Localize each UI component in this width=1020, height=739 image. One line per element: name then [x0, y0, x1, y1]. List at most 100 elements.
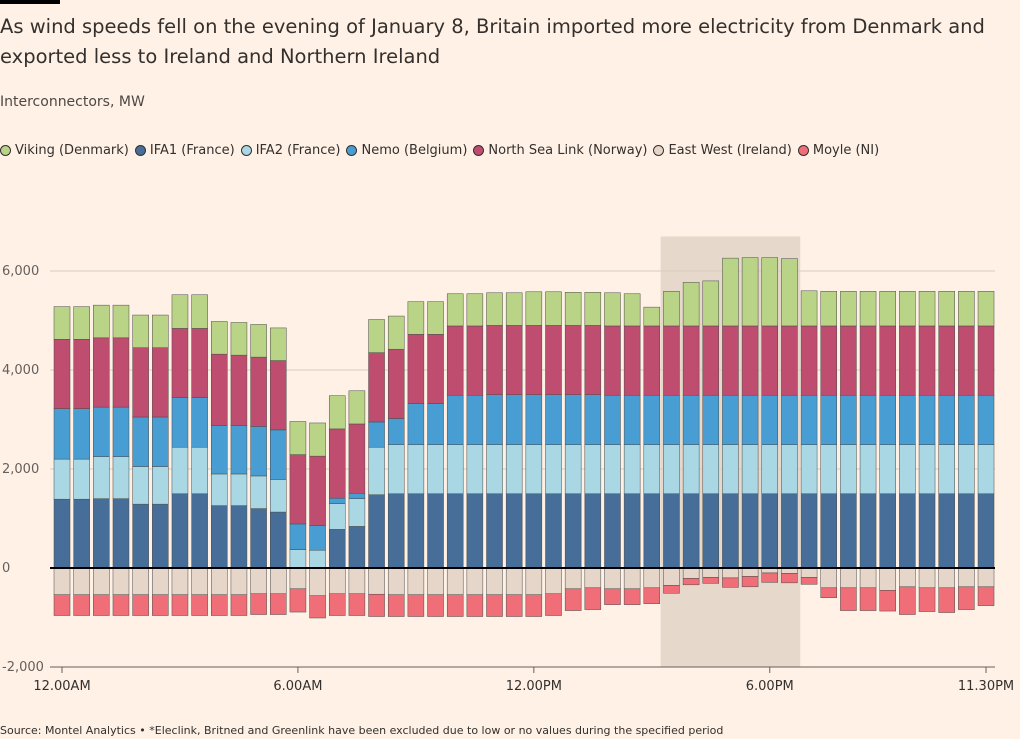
bar-segment: [171, 294, 189, 329]
bar-segment: [171, 446, 189, 494]
bar-segment: [702, 577, 720, 584]
bar-segment: [918, 567, 936, 589]
bar-segment: [211, 567, 228, 595]
bar-segment: [250, 593, 267, 615]
bar-segment: [820, 325, 837, 396]
bar-segment: [761, 572, 779, 583]
bar-segment: [446, 567, 464, 595]
bar-segment: [250, 508, 267, 569]
bar-segment: [643, 325, 661, 396]
bar-segment: [171, 397, 189, 448]
legend-swatch: [653, 145, 665, 156]
bar-segment: [643, 394, 661, 445]
bar-segment: [152, 347, 169, 418]
bar-segment: [859, 587, 877, 611]
bar-segment: [682, 578, 700, 586]
bar-segment: [289, 523, 307, 550]
bar-segment: [741, 394, 759, 445]
bar-segment: [53, 567, 71, 595]
bar-segment: [427, 594, 444, 617]
bar-segment: [958, 567, 975, 588]
bar-segment: [564, 394, 582, 445]
bar-segment: [938, 444, 955, 494]
bar-segment: [800, 444, 818, 494]
bar-segment: [132, 416, 149, 467]
bar-segment: [486, 325, 503, 395]
legend-label: North Sea Link (Norway): [488, 143, 648, 158]
bar-segment: [525, 567, 543, 595]
bar-segment: [879, 590, 896, 612]
bar-segment: [93, 567, 110, 595]
bar-segment: [230, 354, 248, 426]
x-tick-label: 6.00PM: [746, 679, 794, 694]
bar-segment: [584, 325, 602, 395]
bar-segment: [211, 321, 228, 355]
bar-segment: [466, 493, 484, 569]
bar-segment: [427, 301, 444, 335]
bar-segment: [348, 498, 366, 527]
legend-label: IFA2 (France): [255, 143, 341, 158]
bar-segment: [800, 325, 818, 396]
bar-segment: [977, 586, 995, 606]
bar-segment: [505, 292, 523, 326]
bar-segment: [112, 304, 130, 339]
bar-segment: [977, 444, 995, 494]
bar-segment: [859, 394, 877, 445]
bar-segment: [781, 325, 798, 396]
bar-segment: [545, 593, 562, 616]
bar-segment: [702, 444, 720, 494]
bar-segment: [741, 576, 759, 588]
bar-segment: [663, 291, 680, 327]
legend: Viking (Denmark) IFA1 (France) IFA2 (Fra…: [0, 143, 885, 158]
bar-segment: [663, 567, 680, 586]
bar-segment: [230, 425, 248, 475]
bar-segment: [73, 498, 90, 569]
bar-segment: [73, 339, 90, 409]
bar-segment: [112, 406, 130, 457]
bar-segment: [564, 292, 582, 326]
bar-segment: [643, 306, 661, 327]
bar-segment: [93, 594, 110, 616]
bar-segment: [977, 394, 995, 445]
bar-segment: [800, 394, 818, 445]
legend-swatch: [240, 145, 252, 156]
bar-segment: [525, 291, 543, 326]
bar-segment: [505, 444, 523, 494]
bar-segment: [741, 567, 759, 577]
bar-segment: [741, 325, 759, 396]
bar-segment: [73, 306, 90, 340]
bar-segment: [859, 493, 877, 569]
bar-segment: [152, 503, 169, 569]
bar-segment: [702, 325, 720, 396]
bar-segment: [73, 408, 90, 460]
bar-segment: [93, 406, 110, 457]
bar-segment: [977, 325, 995, 396]
bar-segment: [899, 567, 916, 588]
bar-segment: [722, 493, 739, 569]
bar-segment: [604, 292, 621, 327]
bar-segment: [250, 356, 267, 427]
bar-segment: [309, 422, 326, 457]
bar-segment: [702, 567, 720, 578]
bar-segment: [152, 466, 169, 505]
bar-segment: [899, 394, 916, 445]
source-note: Source: Montel Analytics • *Eleclink, Br…: [0, 724, 724, 737]
bar-segment: [466, 594, 484, 617]
bar-segment: [309, 549, 326, 569]
bar-segment: [112, 456, 130, 499]
bar-segment: [741, 257, 759, 327]
bar-segment: [230, 567, 248, 595]
bar-segment: [958, 493, 975, 569]
bar-segment: [171, 493, 189, 569]
bar-segment: [132, 347, 149, 418]
bar-segment: [663, 394, 680, 445]
bar-segment: [584, 292, 602, 326]
bar-segment: [191, 446, 208, 494]
bar-segment: [761, 257, 779, 327]
bar-segment: [328, 497, 346, 504]
bar-segment: [545, 567, 562, 594]
bar-segment: [407, 403, 425, 445]
bar-segment: [958, 444, 975, 494]
bar-segment: [938, 291, 955, 327]
bar-segment: [348, 567, 366, 594]
